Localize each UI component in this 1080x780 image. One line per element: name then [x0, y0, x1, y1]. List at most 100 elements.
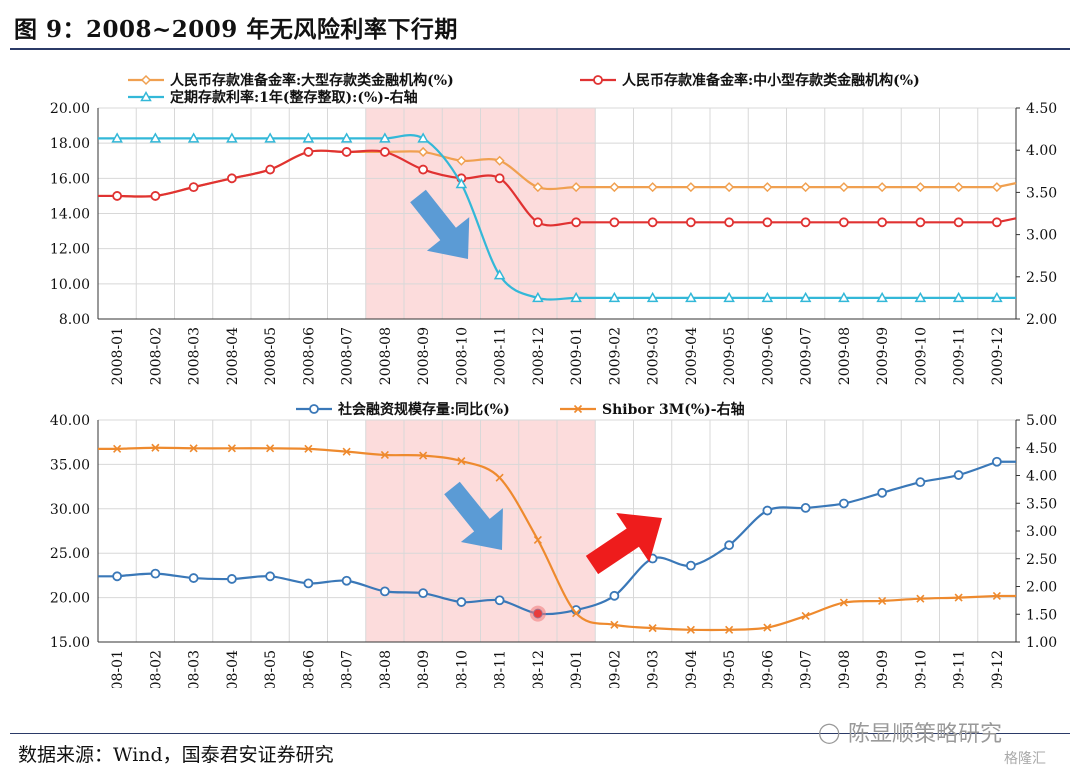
data-point: [685, 291, 697, 303]
data-point: [685, 182, 696, 193]
data-point: [686, 625, 695, 634]
left-axis-tick-label: 8.00: [59, 312, 90, 328]
left-axis-tick-label: 25.00: [50, 546, 90, 562]
x-axis-tick-label: 2009-06: [760, 327, 776, 385]
x-axis-tick-label: 2008-09: [416, 327, 432, 385]
right-axis-tick-label: 4.00: [1026, 143, 1057, 159]
data-point: [954, 593, 963, 602]
x-axis-tick-label: 2009-06: [760, 650, 776, 688]
left-axis-tick-label: 16.00: [50, 171, 90, 187]
data-point: [571, 217, 582, 228]
data-point: [991, 217, 1002, 228]
data-point: [647, 217, 658, 228]
x-axis-tick-label: 2009-04: [684, 327, 700, 385]
right-axis-tick-label: 3.50: [1026, 185, 1057, 201]
data-point: [264, 132, 276, 143]
legend-label: 人民币存款准备金率:大型存款类金融机构(%): [170, 72, 454, 89]
data-point: [494, 155, 505, 166]
x-axis-tick-label: 2008-07: [340, 650, 356, 688]
data-point: [340, 132, 353, 143]
x-axis-tick-label: 2008-04: [225, 327, 241, 385]
highlight-point: [533, 609, 542, 618]
data-point: [839, 598, 848, 607]
data-point: [418, 164, 429, 175]
x-axis-tick-label: 2009-05: [722, 650, 738, 688]
data-point: [724, 182, 735, 193]
data-point: [648, 624, 657, 633]
right-axis-tick-label: 3.50: [1026, 496, 1057, 512]
legend-marker: [309, 404, 319, 414]
series-line-0: [98, 460, 1016, 616]
right-axis-tick-label: 3.00: [1026, 524, 1057, 540]
data-point: [226, 132, 238, 143]
x-axis-tick-label: 2009-09: [875, 650, 891, 688]
data-point: [915, 477, 926, 488]
data-point: [532, 217, 543, 228]
right-axis-tick-label: 1.00: [1026, 635, 1057, 651]
data-point: [838, 291, 850, 303]
data-point: [992, 591, 1001, 601]
data-point: [838, 217, 849, 228]
data-point: [111, 132, 123, 143]
right-axis-tick-label: 4.50: [1026, 101, 1057, 117]
watermark: 陈显顺策略研究: [848, 722, 1003, 747]
data-point: [877, 217, 888, 228]
brand-logo: 格隆汇: [1004, 751, 1046, 767]
data-point: [188, 182, 199, 193]
right-axis-tick-label: 5.00: [1026, 413, 1057, 429]
data-point: [302, 132, 315, 143]
data-point: [647, 182, 658, 193]
left-axis-tick-label: 30.00: [50, 502, 90, 518]
data-point: [533, 535, 542, 544]
right-axis-tick-label: 2.50: [1026, 270, 1057, 286]
data-point: [303, 578, 314, 589]
data-point: [762, 505, 773, 516]
x-axis-tick-label: 2008-08: [378, 650, 394, 688]
data-point: [493, 269, 506, 280]
x-axis-tick-label: 2009-12: [990, 650, 1006, 688]
x-axis-tick-label: 2009-10: [913, 650, 929, 688]
data-point: [991, 182, 1002, 193]
data-point: [991, 291, 1003, 303]
x-axis-tick-label: 2008-01: [110, 650, 126, 688]
x-axis-tick-label: 2009-05: [722, 327, 738, 385]
data-point: [799, 291, 812, 303]
legend-label: 定期存款利率:1年(整存整取):(%)-右轴: [170, 89, 418, 106]
right-axis-tick-label: 1.50: [1026, 607, 1057, 623]
data-point: [187, 132, 200, 143]
data-point: [379, 147, 390, 157]
x-axis-tick-label: 2009-11: [952, 327, 968, 385]
chart-reserve-and-deposit-rate: 8.00 10.00 12.00 14.00 16.00 18.00 20.00 2.00 2.…: [50, 72, 1057, 385]
legend-label: Shibor 3M(%)-右轴: [602, 401, 745, 418]
x-axis-tick-label: 2009-12: [990, 327, 1006, 385]
data-point: [608, 291, 621, 303]
data-point: [876, 291, 888, 303]
data-point: [113, 444, 122, 453]
data-point: [226, 574, 237, 584]
data-point: [189, 444, 198, 453]
x-axis-tick-label: 2009-07: [799, 327, 815, 385]
left-axis-tick-label: 18.00: [50, 136, 90, 152]
data-point: [953, 217, 964, 228]
data-point: [151, 443, 160, 452]
source-note: 数据来源：Wind，国泰君安证券研究: [18, 744, 334, 766]
data-point: [494, 173, 505, 184]
x-axis-tick-label: 2009-08: [837, 327, 853, 385]
data-point: [572, 609, 581, 618]
left-axis-tick-label: 20.00: [50, 591, 90, 607]
x-axis-tick-label: 2008-08: [378, 327, 394, 385]
title-divider: [10, 48, 1070, 50]
data-point: [303, 147, 314, 157]
data-point: [227, 444, 236, 453]
data-point: [150, 568, 161, 579]
legend-marker: [593, 75, 603, 85]
data-point: [150, 191, 161, 201]
x-axis-tick-label: 2008-06: [301, 650, 317, 688]
x-axis-tick-label: 2008-02: [148, 327, 164, 385]
right-axis-tick-label: 2.00: [1026, 580, 1057, 596]
legend-label: 社会融资规模存量:同比(%): [337, 401, 510, 418]
data-point: [571, 182, 582, 193]
data-point: [379, 586, 390, 597]
data-point: [494, 595, 505, 606]
down-arrow-annotation: [410, 189, 470, 259]
